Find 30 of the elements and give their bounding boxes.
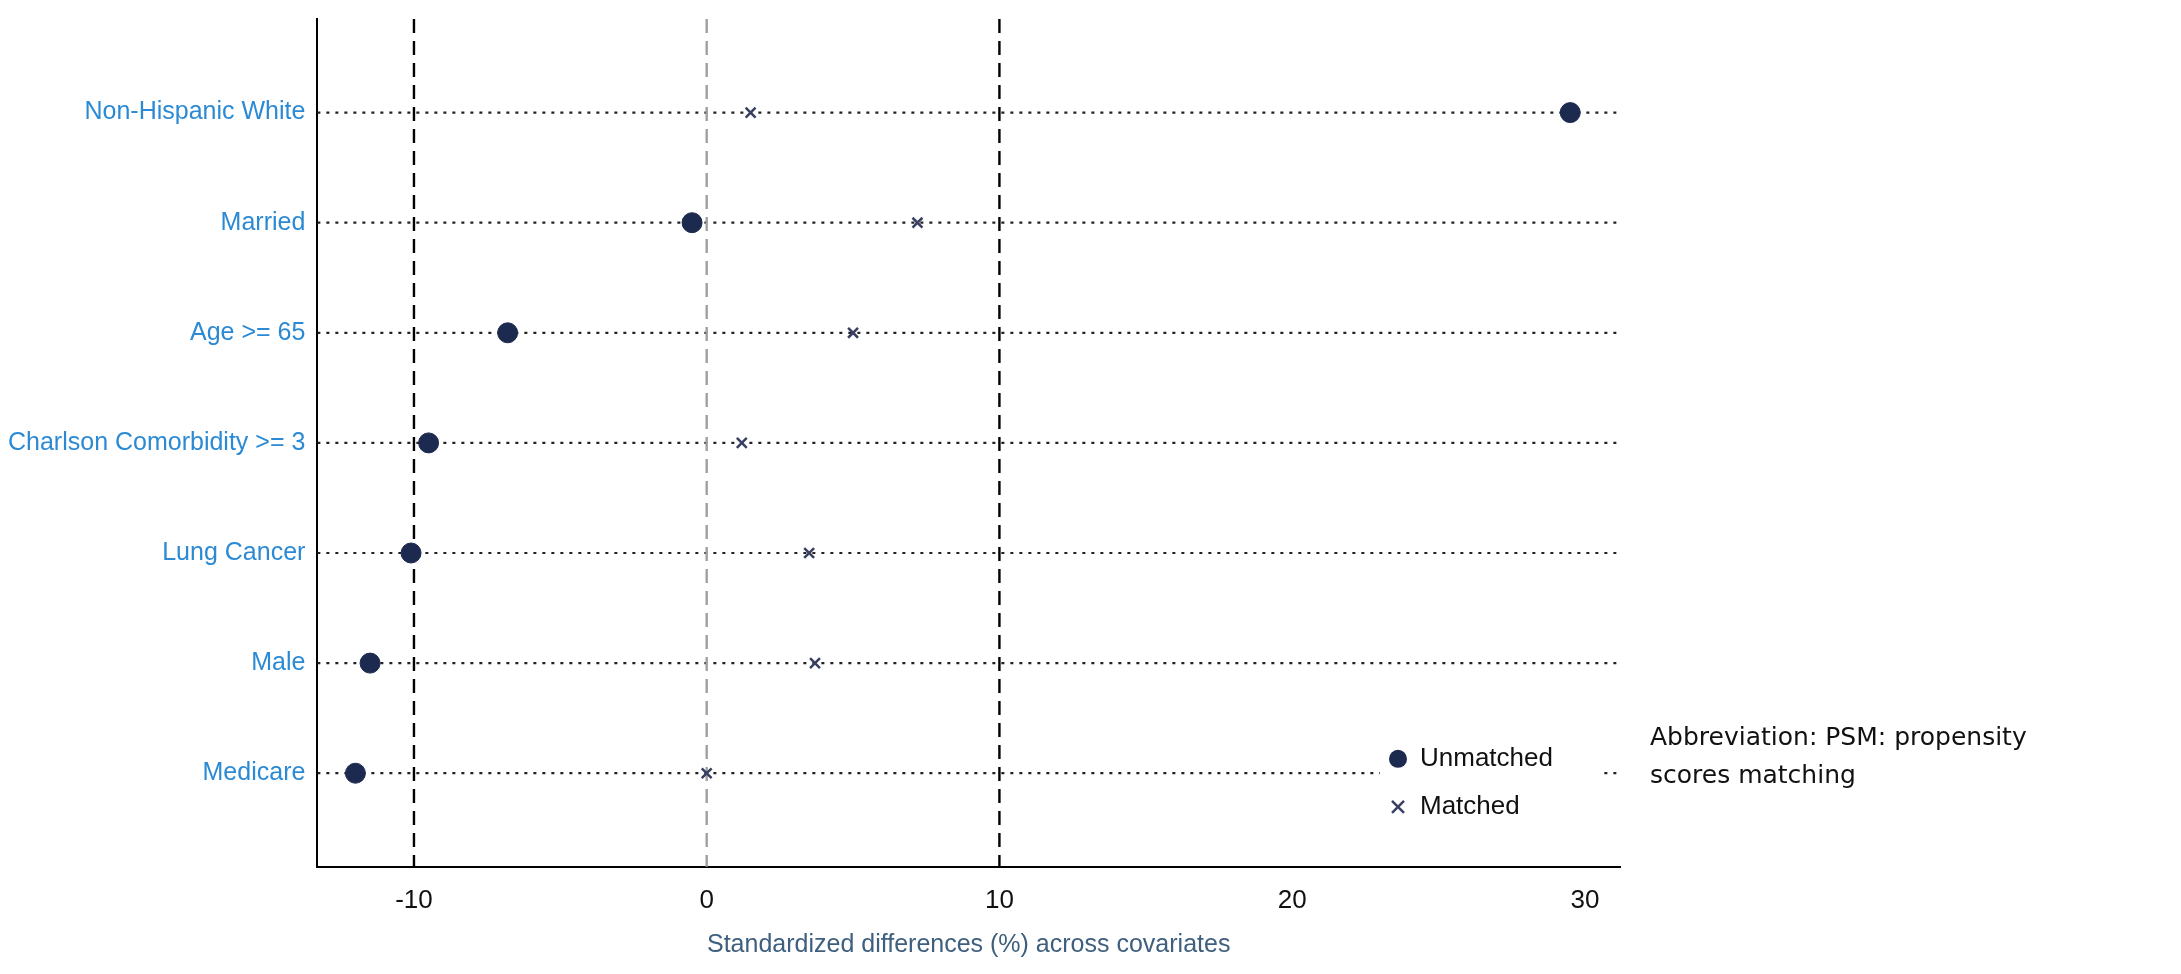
x-tick-label: 20 [1277,883,1307,914]
text: Abbreviation: PSM: propensity scores matching [1650,721,2028,791]
y-tick-label: Male [251,647,306,675]
x-tick-label: 30 [1570,883,1600,914]
y-tick-label: Age >= 65 [189,316,306,345]
point [911,216,924,229]
point [681,212,703,234]
legend-label: Matched [1420,789,1520,820]
y-tick-label: Charlson Comorbidity >= 3 [7,426,306,455]
point [497,322,519,344]
point [344,762,366,784]
point [700,767,713,780]
y-tick-label: Lung Cancer [162,536,306,565]
point [418,432,440,454]
y-tick-label: Non-Hispanic White [84,96,306,125]
x-tick-label: -10 [395,883,433,914]
point [744,106,757,119]
x-tick-label: 0 [699,883,714,914]
y-tick-label: Married [220,206,306,235]
point [1559,102,1581,124]
point [735,436,749,450]
point [802,546,816,560]
legend-label: Unmatched [1420,741,1553,772]
point [359,652,381,674]
point [808,656,822,670]
point [846,326,860,339]
x-axis-title: Standardized differences (%) across covariates [706,928,1231,957]
point [400,542,422,564]
x-tick-label: 10 [984,883,1014,914]
y-tick-label: Medicare [202,757,306,786]
